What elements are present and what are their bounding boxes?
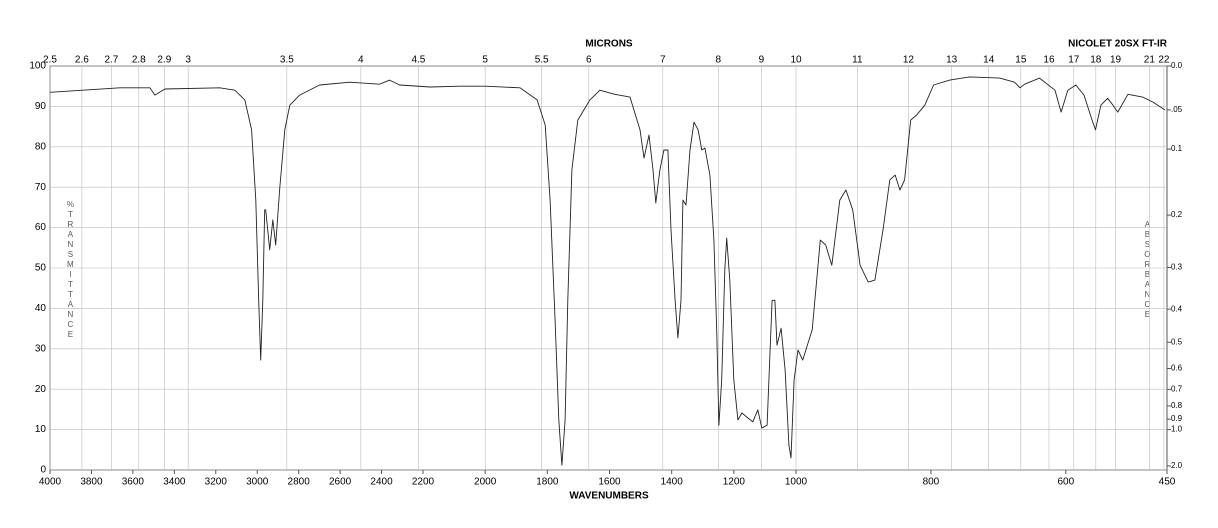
x2-tick-label: 22 xyxy=(1158,55,1170,66)
x-tick-label: 3600 xyxy=(122,477,145,488)
x-tick-label: 3400 xyxy=(163,477,186,488)
y2-tick-label: 0.6 xyxy=(1171,364,1183,373)
x2-tick-label: 2.8 xyxy=(132,55,146,66)
y-tick-label: 50 xyxy=(35,263,47,274)
x2-tick-label: 13 xyxy=(946,55,958,66)
y-tick-label: 30 xyxy=(35,343,47,354)
x2-tick-label: 19 xyxy=(1110,55,1122,66)
x2-tick-label: 2.6 xyxy=(75,55,89,66)
y2-tick-label: 0.4 xyxy=(1171,304,1183,313)
x2-tick-label: 17 xyxy=(1068,55,1080,66)
y2-tick-label: 0.0 xyxy=(1171,61,1183,70)
x2-tick-label: 2.5 xyxy=(43,55,57,66)
x2-tick-label: 10 xyxy=(790,55,802,66)
x2-tick-label: 4.5 xyxy=(411,55,425,66)
x-tick-label: 1200 xyxy=(723,477,746,488)
y-tick-label: 20 xyxy=(35,384,47,395)
y2-axis-label: ABSORBANCE xyxy=(1143,220,1152,320)
y-tick-label: 90 xyxy=(35,101,47,112)
x2-tick-label: 11 xyxy=(852,55,863,66)
y-tick-label: 40 xyxy=(35,303,47,314)
x2-tick-label: 4 xyxy=(358,55,364,66)
y-tick-label: 60 xyxy=(35,222,47,233)
x2-tick-label: 14 xyxy=(983,55,995,66)
x2-tick-label: 3 xyxy=(185,55,191,66)
x-tick-label: 2200 xyxy=(412,477,435,488)
y2-tick-label: 1.0 xyxy=(1171,425,1183,434)
x2-tick-label: 5.5 xyxy=(535,55,549,66)
y2-tick-label: 0.9 xyxy=(1171,414,1183,423)
x2-tick-label: 6 xyxy=(586,55,592,66)
x-tick-label: 1400 xyxy=(661,477,684,488)
y-tick-label: 0 xyxy=(40,465,46,476)
x-axis-label: WAVENUMBERS xyxy=(569,491,649,502)
x-tick-label: 2400 xyxy=(370,477,393,488)
y-tick-label: 10 xyxy=(35,424,47,435)
x-tick-label: 1600 xyxy=(598,477,621,488)
x2-tick-label: 2.7 xyxy=(104,55,118,66)
y2-tick-label: 0.3 xyxy=(1171,263,1183,272)
y-tick-label: 70 xyxy=(35,182,47,193)
x2-axis-label: MICRONS xyxy=(585,39,633,50)
x-tick-label: 800 xyxy=(923,477,940,488)
spectrum-line xyxy=(49,76,1166,466)
x-tick-label: 1000 xyxy=(785,477,808,488)
x2-tick-label: 15 xyxy=(1015,55,1027,66)
y-axis-label: %TRANSMITTANCE xyxy=(66,200,75,340)
y2-tick-label: 0.7 xyxy=(1171,385,1183,394)
x-tick-label: 1800 xyxy=(536,477,559,488)
chart-title: NICOLET 20SX FT-IR xyxy=(1068,39,1168,50)
x-tick-label: 2000 xyxy=(474,477,497,488)
x-tick-label: 3200 xyxy=(205,477,228,488)
x2-tick-label: 8 xyxy=(716,55,722,66)
y2-tick-label: 0.1 xyxy=(1171,144,1183,153)
x-tick-label: 2800 xyxy=(288,477,311,488)
x2-tick-label: 2.9 xyxy=(157,55,171,66)
x2-tick-label: 21 xyxy=(1144,55,1156,66)
x-tick-label: 3000 xyxy=(246,477,269,488)
x2-tick-label: 12 xyxy=(903,55,915,66)
x-tick-label: 600 xyxy=(1057,477,1074,488)
x2-tick-label: 16 xyxy=(1043,55,1055,66)
x2-tick-label: 3.5 xyxy=(280,55,294,66)
y2-tick-label: 0.5 xyxy=(1171,337,1183,346)
x-tick-label: 2600 xyxy=(329,477,352,488)
x2-tick-label: 9 xyxy=(759,55,765,66)
x2-tick-label: 7 xyxy=(660,55,666,66)
y-tick-label: 80 xyxy=(35,141,47,152)
x2-tick-label: 5 xyxy=(482,55,488,66)
x-tick-label: 4000 xyxy=(39,477,62,488)
x-tick-label: 450 xyxy=(1159,477,1176,488)
y2-tick-label: .05 xyxy=(1171,105,1183,114)
y2-tick-label: 0.2 xyxy=(1171,210,1183,219)
x2-tick-label: 18 xyxy=(1090,55,1102,66)
x-tick-label: 3800 xyxy=(80,477,103,488)
y2-tick-label: 0.8 xyxy=(1171,401,1183,410)
y2-tick-label: 2.0 xyxy=(1171,461,1183,470)
y-tick-label: 100 xyxy=(29,61,46,72)
